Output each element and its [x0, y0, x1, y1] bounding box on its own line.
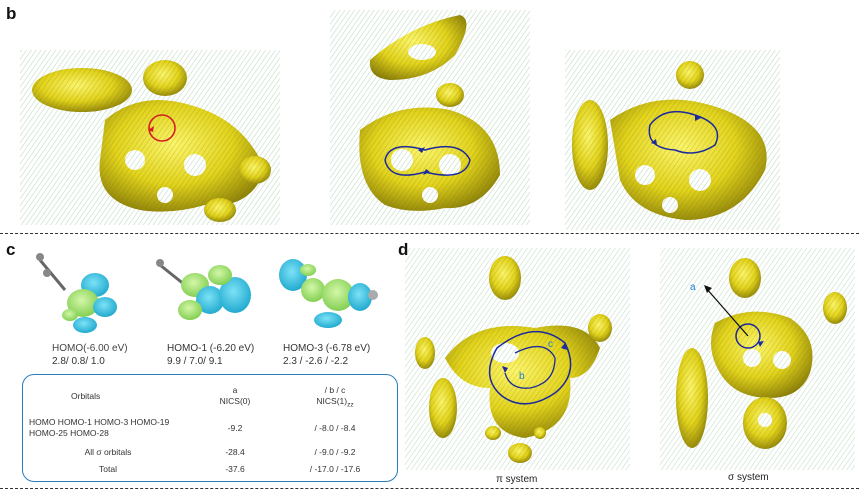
sigma-system-plot — [660, 248, 855, 470]
sigma-system-label: σ system — [728, 472, 769, 483]
orbital-homo-1 — [156, 259, 251, 320]
pi-system-plot — [405, 248, 630, 470]
header-bc-name: NICS(1)zz — [295, 396, 375, 411]
sigma-ring-current — [735, 323, 761, 349]
panel-label-b: b — [6, 4, 17, 23]
divider-top — [0, 233, 859, 234]
row-1-orbitals: HOMO HOMO-1 HOMO-3 HOMO-19 HOMO-25 HOMO-… — [29, 417, 199, 439]
acid-plot-1 — [20, 50, 280, 225]
header-bc-nics: NICS(1) — [316, 396, 348, 406]
mo-caption-homo-3: HOMO-3 (-6.78 eV) 2.3 / -2.6 / -2.2 — [283, 342, 370, 368]
pi-system-label: π system — [496, 474, 538, 485]
mo-label: HOMO-3 (-6.78 eV) — [283, 343, 371, 354]
mo-label: HOMO(-6.00 eV) — [52, 343, 128, 354]
mo-values: 2.3 / -2.6 / -2.2 — [283, 356, 349, 367]
pi-label-b: b — [519, 371, 525, 382]
header-orbitals: Orbitals — [71, 391, 101, 401]
header-a: a NICS(0) — [215, 385, 255, 407]
orbital-homo — [36, 253, 117, 333]
row-1-bc: / -8.0 / -8.4 — [314, 423, 356, 433]
arrow-a — [705, 287, 749, 337]
orbital-homo-3 — [279, 259, 378, 328]
row-1-line2: HOMO-25 HOMO-28 — [29, 428, 109, 438]
pi-label-c: c — [548, 339, 553, 350]
header-a-letter: a — [232, 385, 238, 395]
divider-bottom — [0, 488, 859, 489]
acid-plot-2 — [330, 10, 530, 225]
row-2-bc: / -9.0 / -9.2 — [314, 447, 356, 457]
header-a-name: NICS(0) — [219, 396, 251, 406]
mo-label: HOMO-1 (-6.20 eV) — [167, 343, 255, 354]
panel-label-c: c — [6, 240, 16, 259]
nics-table: Orbitals a NICS(0) / b / c NICS(1)zz HOM… — [22, 374, 398, 482]
acid-plot-3 — [565, 50, 780, 230]
mo-values: 9.9 / 7.0/ 9.1 — [167, 356, 223, 367]
row-3-bc: / -17.0 / -17.6 — [309, 464, 361, 474]
header-bc-sub: zz — [347, 401, 354, 409]
row-3-orbitals: Total — [99, 464, 117, 474]
panel-label-d: d — [398, 240, 409, 259]
sigma-label-a: a — [690, 282, 696, 293]
header-bc-letter: / b / c — [324, 385, 346, 395]
pi-ring-current — [488, 331, 572, 405]
row-1-a: -9.2 — [227, 423, 243, 433]
mo-caption-homo-1: HOMO-1 (-6.20 eV) 9.9 / 7.0/ 9.1 — [167, 342, 254, 368]
row-3-a: -37.6 — [225, 464, 245, 474]
row-2-a: -28.4 — [225, 447, 245, 457]
row-1-line1: HOMO HOMO-1 HOMO-3 HOMO-19 — [29, 417, 170, 427]
header-bc: / b / c NICS(1)zz — [295, 385, 375, 411]
red-ring-current — [148, 114, 176, 142]
blue-ring-current — [384, 145, 471, 176]
mo-caption-homo: HOMO(-6.00 eV) 2.8/ 0.8/ 1.0 — [52, 342, 128, 368]
row-2-orbitals: All σ orbitals — [84, 447, 132, 457]
mo-values: 2.8/ 0.8/ 1.0 — [52, 356, 105, 367]
